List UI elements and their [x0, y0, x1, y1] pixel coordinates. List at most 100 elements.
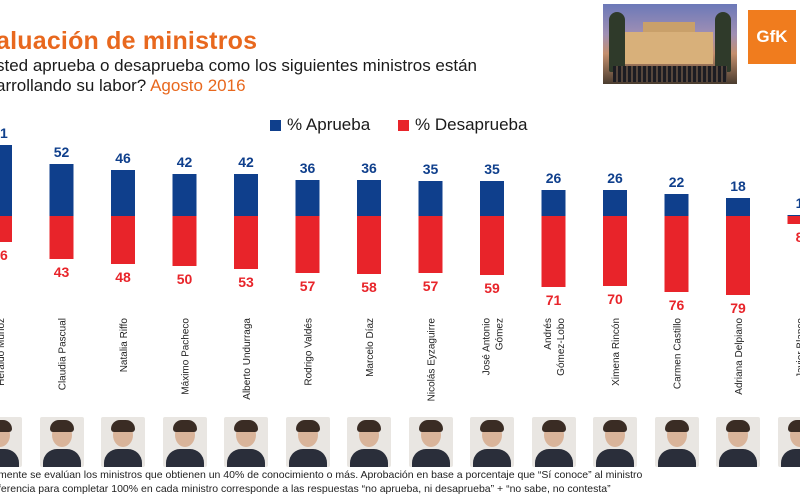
bar-desaprueba [726, 216, 750, 295]
footnote-line-1: mente se evalúan los ministros que obtie… [0, 469, 643, 481]
value-label-desaprueba: 79 [730, 300, 746, 316]
value-label-desaprueba: 48 [115, 269, 131, 285]
category-tick-label: José Antonio [482, 318, 493, 376]
minister-portrait [777, 417, 800, 467]
value-label-aprueba: 35 [484, 161, 500, 177]
value-label-aprueba: 42 [238, 154, 254, 170]
minister-portrait [39, 417, 84, 467]
category-tick-label: Natalia Riffo [119, 318, 130, 373]
category-tick-label: Claudia Pascual [58, 318, 69, 390]
bar-aprueba [418, 181, 443, 216]
value-label-aprueba: 18 [730, 178, 746, 194]
value-label-aprueba: 42 [177, 154, 193, 170]
bar-aprueba [295, 180, 320, 216]
page-title: aluación de ministros [0, 27, 258, 55]
value-label-desaprueba: 50 [177, 271, 193, 287]
legend-label-aprueba: % Aprueba [287, 115, 371, 134]
value-label-aprueba: 26 [546, 170, 562, 186]
minister-portrait [593, 417, 637, 467]
bar-desaprueba [541, 216, 566, 287]
minister-portrait [285, 417, 330, 467]
minister-portrait [224, 417, 268, 467]
bar-desaprueba [0, 216, 12, 242]
value-label-desaprueba: 26 [0, 247, 8, 263]
bar-desaprueba [357, 216, 381, 274]
value-label-aprueba: 35 [423, 161, 439, 177]
minister-portrait [716, 417, 760, 467]
footnote: mente se evalúan los ministros que obtie… [0, 468, 798, 496]
bar-aprueba [234, 174, 258, 216]
category-tick-label: Rodrigo Valdés [304, 318, 315, 386]
minister-portrait [347, 417, 391, 467]
bar-desaprueba [603, 216, 627, 286]
minister-portrait [408, 417, 453, 467]
bar-aprueba [541, 190, 566, 216]
legend-swatch-desaprueba [398, 119, 409, 131]
question-line-2: arrollando su labor? [0, 76, 147, 95]
category-tick-label: Alberto Undurraga [242, 318, 253, 400]
minister-portrait [101, 417, 145, 467]
minister-portrait [654, 417, 699, 467]
bar-aprueba [664, 194, 689, 216]
bar-desaprueba [418, 216, 443, 273]
bar-aprueba [480, 181, 504, 216]
minister-portrait [0, 417, 22, 467]
bar-aprueba [49, 164, 74, 216]
value-label-aprueba: 46 [115, 150, 131, 166]
value-label-aprueba: 71 [0, 125, 8, 141]
bar-desaprueba [234, 216, 258, 269]
footnote-line-2: ferencia para completar 100% en cada min… [0, 483, 611, 495]
bar-aprueba [172, 174, 197, 216]
bar-aprueba [0, 145, 12, 216]
value-label-aprueba: 1 [796, 195, 800, 211]
bar-aprueba [603, 190, 627, 216]
category-tick-label: Gómez [495, 318, 506, 350]
bar-desaprueba [172, 216, 197, 266]
minister-portrait [470, 417, 514, 467]
category-tick-label: Marcelo Díaz [365, 318, 376, 377]
legend-swatch-aprueba [270, 119, 281, 131]
bar-aprueba [787, 215, 800, 216]
bar-desaprueba [111, 216, 135, 264]
category-tick-label: Adriana Delpiano [734, 318, 745, 395]
minister-portrait [162, 417, 207, 467]
value-label-desaprueba: 53 [238, 274, 254, 290]
value-label-aprueba: 52 [54, 144, 70, 160]
value-label-desaprueba: 57 [300, 278, 316, 294]
survey-date: Agosto 2016 [150, 76, 246, 95]
value-label-aprueba: 26 [607, 170, 623, 186]
category-tick-label: Máximo Pacheco [181, 318, 192, 395]
value-label-desaprueba: 71 [546, 292, 562, 308]
value-label-aprueba: 22 [669, 174, 685, 190]
category-tick-label: Javier Blanco [796, 318, 800, 378]
bar-desaprueba [49, 216, 74, 259]
bar-aprueba [726, 198, 750, 216]
minister-portrait [531, 417, 576, 467]
gfk-logo: GfK [748, 10, 796, 64]
value-label-aprueba: 36 [361, 160, 377, 176]
value-label-aprueba: 36 [300, 160, 316, 176]
bar-desaprueba [787, 216, 800, 224]
category-tick-label: Andrés [543, 318, 554, 350]
value-label-desaprueba: 43 [54, 264, 70, 280]
cabinet-group-photo [603, 4, 737, 84]
value-label-desaprueba: 57 [423, 278, 439, 294]
category-tick-label: Heraldo Muñoz [0, 318, 7, 386]
value-label-desaprueba: 59 [484, 280, 500, 296]
legend-item-aprueba: % Aprueba [270, 115, 370, 135]
legend-item-desaprueba: % Desaprueba [398, 115, 527, 135]
chart-question: sted aprueba o desaprueba como los sigui… [0, 56, 536, 96]
value-label-desaprueba: 76 [669, 297, 685, 313]
bar-aprueba [357, 180, 381, 216]
question-line-1: sted aprueba o desaprueba como los sigui… [0, 56, 478, 75]
legend-label-desaprueba: % Desaprueba [415, 115, 528, 134]
value-label-desaprueba: 8 [796, 229, 800, 245]
value-label-desaprueba: 70 [607, 291, 623, 307]
value-label-desaprueba: 58 [361, 279, 377, 295]
bar-desaprueba [480, 216, 504, 275]
category-tick-label: Ximena Rincón [611, 318, 622, 386]
bar-aprueba [111, 170, 135, 216]
category-tick-label: Carmen Castillo [673, 318, 684, 390]
bar-desaprueba [664, 216, 689, 292]
